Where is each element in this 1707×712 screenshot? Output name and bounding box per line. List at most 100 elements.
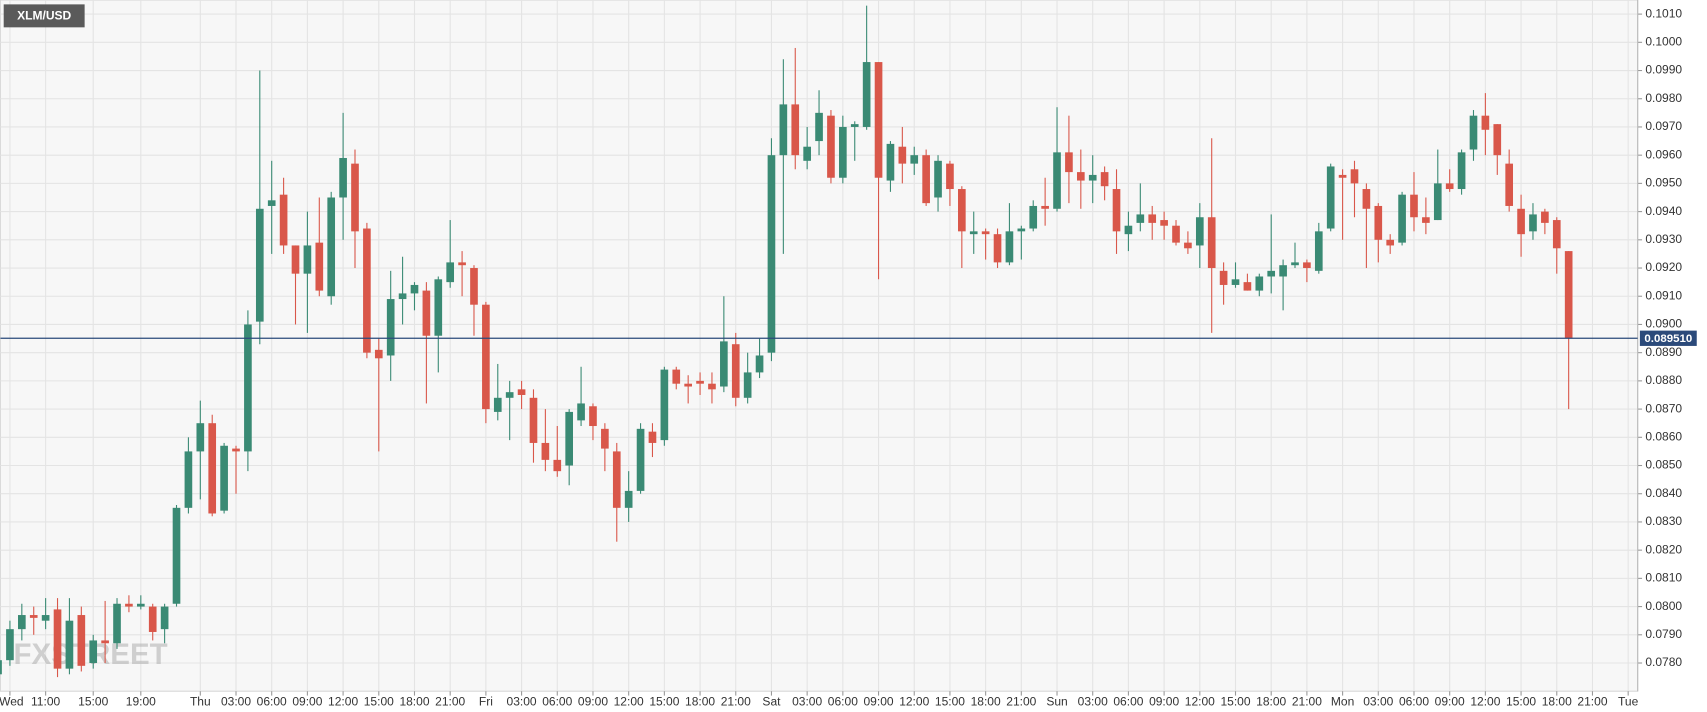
candle-body bbox=[1529, 214, 1537, 232]
candle-body bbox=[1410, 194, 1418, 218]
candle-body bbox=[636, 428, 645, 491]
y-tick-label: 0.0950 bbox=[1645, 176, 1682, 190]
candle-body bbox=[1231, 279, 1240, 285]
candle-body bbox=[208, 423, 217, 514]
x-tick-label: 06:00 bbox=[257, 694, 287, 708]
x-tick-label: 21:00 bbox=[1292, 694, 1322, 708]
x-tick-label: 03:00 bbox=[1078, 694, 1108, 708]
candle-body bbox=[339, 157, 347, 198]
candle-body bbox=[565, 411, 574, 466]
x-tick-label: 15:00 bbox=[649, 694, 679, 708]
candle-body bbox=[1100, 172, 1109, 187]
candle-body bbox=[708, 383, 716, 390]
candle-body bbox=[1541, 211, 1549, 223]
y-tick-label: 0.0850 bbox=[1645, 458, 1682, 472]
candle-body bbox=[6, 629, 14, 661]
candle-body bbox=[1338, 174, 1347, 178]
y-tick-label: 0.0880 bbox=[1645, 373, 1682, 387]
candle-body bbox=[1207, 217, 1216, 269]
candle-body bbox=[1065, 152, 1073, 173]
x-tick-label: 15:00 bbox=[1220, 694, 1250, 708]
x-tick-label: 09:00 bbox=[292, 694, 322, 708]
x-tick-label: 06:00 bbox=[1113, 694, 1143, 708]
candle-body bbox=[374, 349, 383, 359]
candle-body bbox=[1088, 174, 1097, 181]
candle-body bbox=[351, 163, 359, 232]
candle-body bbox=[684, 383, 692, 387]
title-box bbox=[3, 4, 85, 28]
candle-body bbox=[1326, 166, 1335, 229]
x-tick-label: 06:00 bbox=[1399, 694, 1429, 708]
candle-body bbox=[624, 490, 633, 508]
candle-body bbox=[791, 104, 800, 156]
x-tick-label: 21:00 bbox=[1577, 694, 1607, 708]
x-tick-label: 03:00 bbox=[507, 694, 537, 708]
x-tick-label: 11:00 bbox=[31, 694, 60, 708]
candle-body bbox=[743, 372, 752, 398]
x-tick-label: 18:00 bbox=[399, 694, 429, 708]
candle-body bbox=[172, 507, 181, 604]
candle-body bbox=[291, 245, 300, 274]
candle-body bbox=[1445, 183, 1454, 190]
candle-body bbox=[303, 245, 312, 274]
candle-body bbox=[53, 609, 62, 669]
candle-body bbox=[839, 126, 847, 178]
candle-body bbox=[1160, 220, 1168, 226]
candle-body bbox=[874, 62, 883, 178]
candle-body bbox=[89, 640, 98, 664]
candle-body bbox=[470, 268, 478, 305]
y-tick-label: 0.0990 bbox=[1645, 63, 1682, 77]
x-tick-label: 06:00 bbox=[828, 694, 858, 708]
candle-body bbox=[529, 397, 538, 443]
candle-body bbox=[803, 146, 811, 161]
candle-body bbox=[1184, 242, 1192, 249]
chart-title: XLM/USD bbox=[17, 9, 71, 23]
candle-body bbox=[993, 234, 1002, 263]
candle-body bbox=[1029, 205, 1038, 229]
y-tick-label: 0.0840 bbox=[1645, 486, 1682, 500]
y-tick-label: 0.0910 bbox=[1645, 288, 1682, 302]
candle-body bbox=[1552, 220, 1561, 249]
candle-body bbox=[113, 603, 121, 644]
candle-body bbox=[160, 606, 169, 630]
candle-body bbox=[125, 603, 133, 607]
candle-body bbox=[1112, 189, 1121, 232]
candle-body bbox=[886, 143, 895, 181]
candle-body bbox=[779, 104, 788, 156]
candle-body bbox=[910, 155, 919, 164]
x-tick-label: 18:00 bbox=[971, 694, 1001, 708]
candle-body bbox=[601, 428, 609, 449]
candle-body bbox=[505, 392, 514, 398]
x-tick-label: 03:00 bbox=[1363, 694, 1393, 708]
candle-body bbox=[327, 197, 336, 297]
x-tick-label: 12:00 bbox=[1185, 694, 1215, 708]
candle-body bbox=[1505, 163, 1514, 206]
candle-body bbox=[1457, 152, 1466, 190]
x-tick-label: 09:00 bbox=[1435, 694, 1465, 708]
candle-body bbox=[1469, 115, 1478, 150]
candle-body bbox=[946, 163, 954, 190]
candle-body bbox=[386, 299, 395, 356]
candle-body bbox=[1136, 214, 1145, 223]
candle-body bbox=[1255, 276, 1264, 291]
candle-body bbox=[958, 189, 966, 232]
candle-body bbox=[101, 640, 109, 644]
x-tick-label: Tue bbox=[1618, 694, 1639, 708]
candle-body bbox=[196, 423, 205, 452]
x-tick-label: 09:00 bbox=[1149, 694, 1179, 708]
y-tick-label: 0.0790 bbox=[1645, 627, 1682, 641]
candle-body bbox=[398, 293, 407, 300]
x-tick-label: 12:00 bbox=[328, 694, 358, 708]
candle-body bbox=[898, 146, 907, 164]
candles bbox=[0, 5, 1573, 678]
y-tick-label: 0.1010 bbox=[1645, 6, 1682, 20]
x-tick-label: 06:00 bbox=[542, 694, 572, 708]
x-tick-label: 12:00 bbox=[1470, 694, 1500, 708]
candle-body bbox=[1350, 169, 1359, 184]
y-tick-label: 0.0980 bbox=[1645, 91, 1682, 105]
y-tick-label: 0.0960 bbox=[1645, 147, 1682, 161]
candle-body bbox=[1422, 217, 1430, 223]
candle-body bbox=[1243, 282, 1252, 291]
candle-body bbox=[315, 242, 324, 291]
x-tick-label: 21:00 bbox=[435, 694, 465, 708]
